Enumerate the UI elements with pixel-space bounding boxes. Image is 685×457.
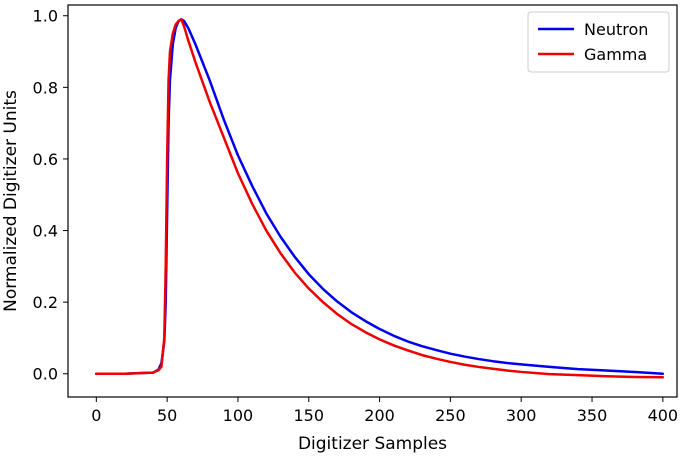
series-layer bbox=[95, 18, 665, 379]
y-axis: 0.0 0.2 0.4 0.6 0.8 1.0 bbox=[33, 7, 68, 384]
y-axis-label: Normalized Digitizer Units bbox=[1, 90, 21, 312]
x-tick-label: 200 bbox=[364, 406, 395, 425]
x-tick-label: 250 bbox=[435, 406, 466, 425]
x-axis-label: Digitizer Samples bbox=[298, 434, 447, 454]
y-tick-label: 0.8 bbox=[33, 78, 58, 97]
x-tick-label: 150 bbox=[293, 406, 324, 425]
x-tick-label: 50 bbox=[157, 406, 177, 425]
y-tick-label: 0.6 bbox=[33, 150, 58, 169]
x-tick-label: 0 bbox=[91, 406, 101, 425]
x-axis: 0 50 100 150 200 250 300 350 400 bbox=[91, 397, 678, 425]
y-tick-label: 0.4 bbox=[33, 222, 58, 241]
series-line-gamma bbox=[95, 18, 665, 379]
legend-label-gamma: Gamma bbox=[584, 45, 647, 64]
legend-label-neutron: Neutron bbox=[584, 20, 648, 39]
legend: Neutron Gamma bbox=[527, 11, 670, 73]
plot-frame bbox=[67, 4, 678, 398]
x-tick-label: 300 bbox=[506, 406, 537, 425]
y-tick-label: 1.0 bbox=[33, 7, 58, 26]
y-tick-label: 0.0 bbox=[33, 365, 58, 384]
legend-box bbox=[527, 11, 670, 73]
y-tick-label: 0.2 bbox=[33, 293, 58, 312]
x-tick-label: 100 bbox=[223, 406, 254, 425]
plot-area bbox=[67, 4, 678, 398]
x-tick-label: 400 bbox=[648, 406, 679, 425]
x-tick-label: 350 bbox=[577, 406, 608, 425]
